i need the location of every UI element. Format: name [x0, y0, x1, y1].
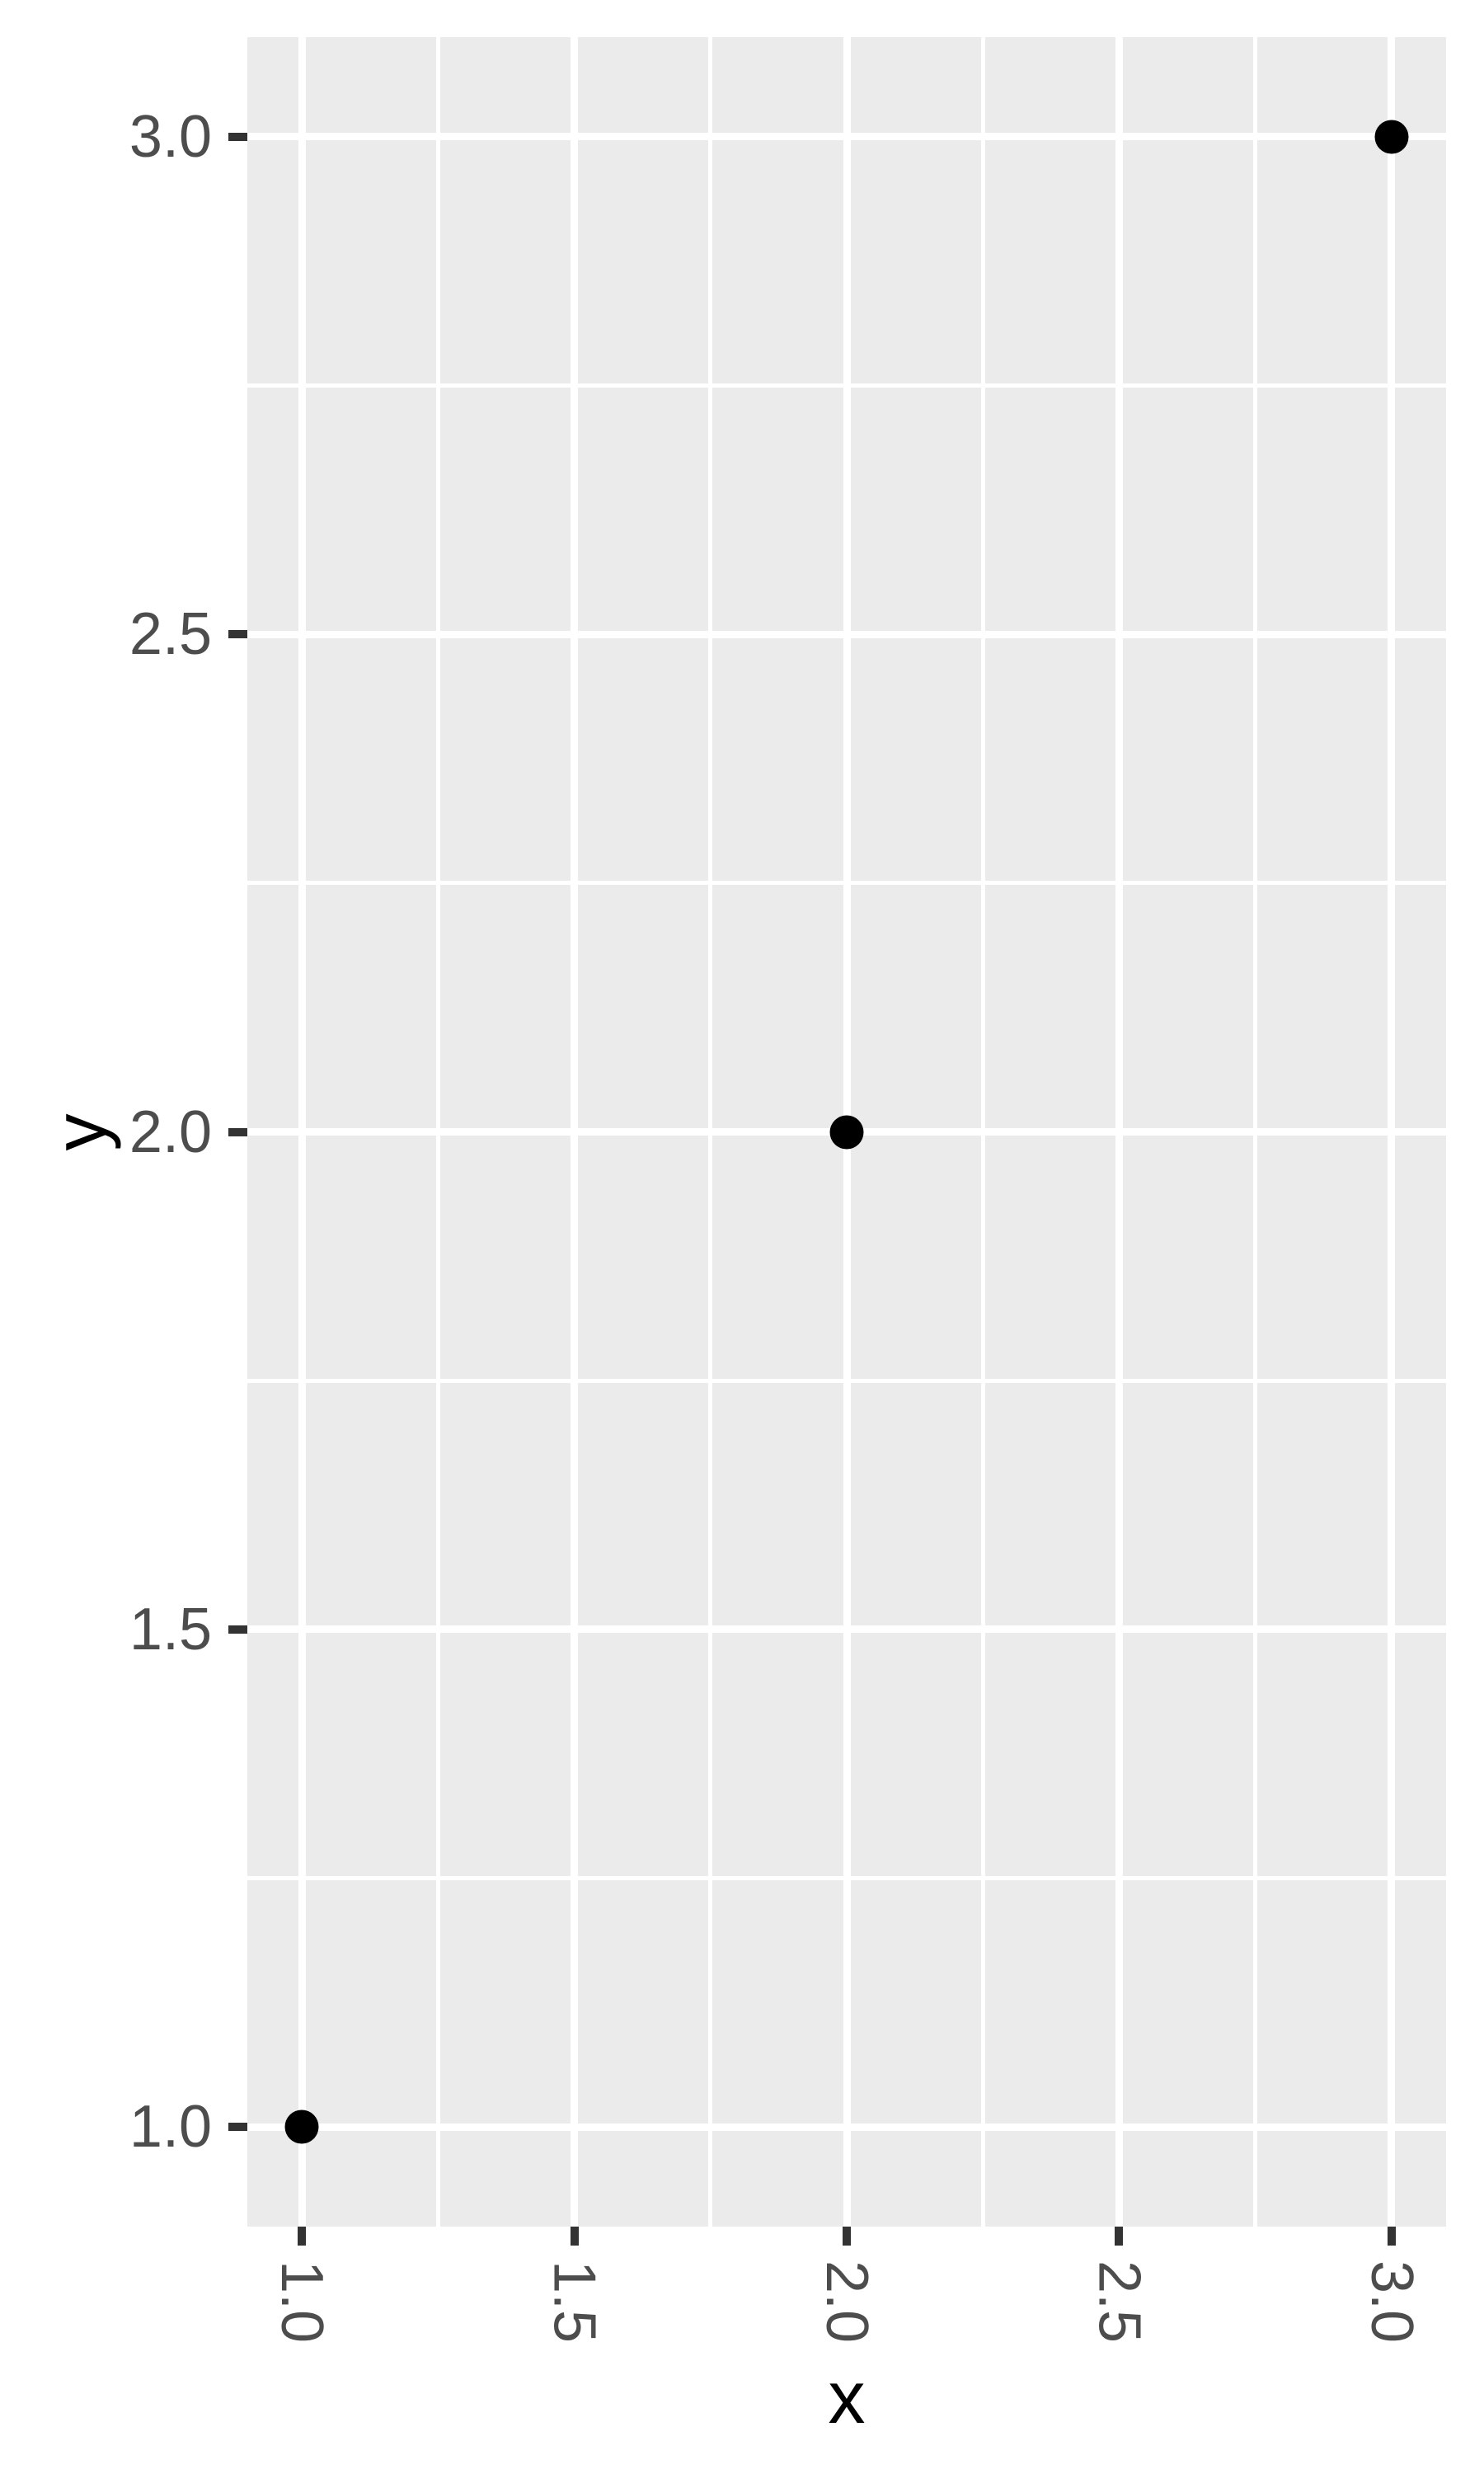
x-tick: [843, 2227, 851, 2246]
x-axis-title: x: [828, 2357, 866, 2439]
y-major-gridline: [247, 630, 1446, 638]
y-tick-label: 1.5: [129, 1596, 212, 1663]
x-tick-label: 2.0: [814, 2260, 880, 2344]
x-tick: [1115, 2227, 1124, 2246]
y-tick-label: 3.0: [129, 103, 212, 170]
data-point: [284, 2109, 319, 2144]
x-tick: [1387, 2227, 1396, 2246]
plot-panel: [247, 37, 1446, 2227]
y-axis-title: y: [40, 1113, 122, 1151]
y-major-gridline: [247, 133, 1446, 141]
y-tick: [228, 630, 247, 639]
y-tick-label: 2.0: [129, 1098, 212, 1165]
x-tick-label: 2.5: [1086, 2260, 1153, 2344]
x-tick: [570, 2227, 579, 2246]
data-point: [1374, 120, 1409, 154]
y-tick: [228, 1625, 247, 1634]
y-tick-label: 2.5: [129, 601, 212, 668]
y-major-gridline: [247, 2123, 1446, 2131]
data-point: [829, 1115, 864, 1149]
y-tick: [228, 2123, 247, 2132]
x-tick-label: 1.5: [541, 2260, 608, 2344]
x-tick: [298, 2227, 307, 2246]
y-tick-label: 1.0: [129, 2094, 212, 2161]
x-tick-label: 1.0: [269, 2260, 336, 2344]
x-tick-label: 3.0: [1358, 2260, 1425, 2344]
y-tick: [228, 1127, 247, 1136]
y-major-gridline: [247, 1625, 1446, 1634]
y-tick: [228, 132, 247, 141]
